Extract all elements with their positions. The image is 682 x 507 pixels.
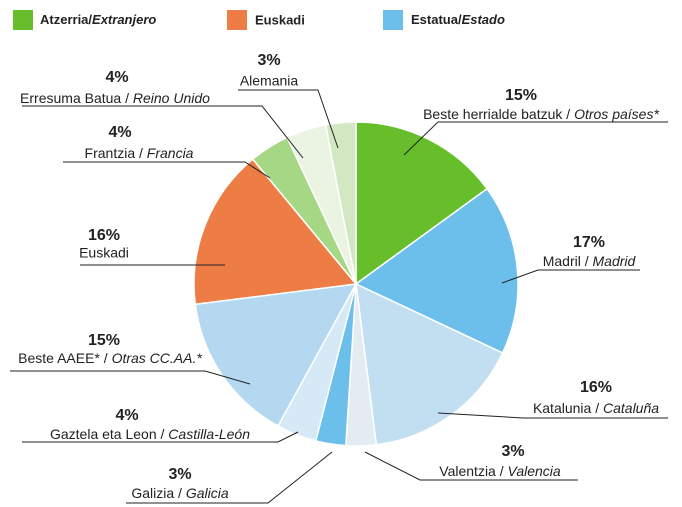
value-label: 4% (115, 407, 138, 424)
leader-line (22, 431, 299, 443)
slice-label: Beste AAEE* / Otras CC.AA.* (18, 350, 202, 366)
value-label: 4% (105, 69, 128, 86)
slice-label: Galizia / Galicia (131, 485, 228, 501)
legend-label: Estatua/Estado (411, 12, 505, 27)
leader-line (501, 269, 640, 284)
leader-line (437, 412, 668, 419)
slice-label: Euskadi (79, 245, 129, 261)
leader-line (63, 161, 271, 179)
value-label: 3% (168, 466, 191, 483)
leader-line (22, 105, 304, 159)
legend-swatch (13, 10, 33, 30)
slice-label: Erresuma Batua / Reino Unido (20, 90, 210, 106)
legend-swatch (227, 10, 247, 30)
pie-slice (324, 121, 357, 285)
slice-label: Beste herrialde batzuk / Otros países* (423, 106, 659, 122)
value-label: 3% (501, 443, 524, 460)
legend-swatch (383, 10, 403, 30)
value-label: 15% (505, 87, 537, 104)
value-label: 17% (573, 234, 605, 251)
value-label: 16% (88, 227, 120, 244)
value-label: 16% (580, 379, 612, 396)
leader-line (403, 121, 668, 156)
pie-slice (354, 187, 519, 354)
slice-label: Frantzia / Francia (85, 145, 194, 161)
pie-slice (355, 121, 489, 286)
slice-label: Alemania (240, 73, 299, 89)
pie-slice (193, 158, 358, 306)
slice-label: Katalunia / Cataluña (533, 400, 659, 416)
leader-line (126, 451, 333, 504)
slice-label: Valentzia / Valencia (439, 463, 561, 479)
legend-label: Euskadi (255, 12, 305, 27)
pie-slice (194, 283, 358, 427)
leader-line (10, 370, 251, 385)
value-label: 3% (257, 52, 280, 69)
slice-label: Madril / Madrid (543, 253, 637, 269)
leader-line (364, 451, 578, 481)
legend-label: Atzerria/Extranjero (40, 12, 156, 27)
leader-line (238, 89, 339, 149)
pie-slice (355, 282, 504, 446)
value-label: 15% (88, 332, 120, 349)
slice-label: Gaztela eta Leon / Castilla-León (50, 426, 250, 442)
value-label: 4% (108, 124, 131, 141)
